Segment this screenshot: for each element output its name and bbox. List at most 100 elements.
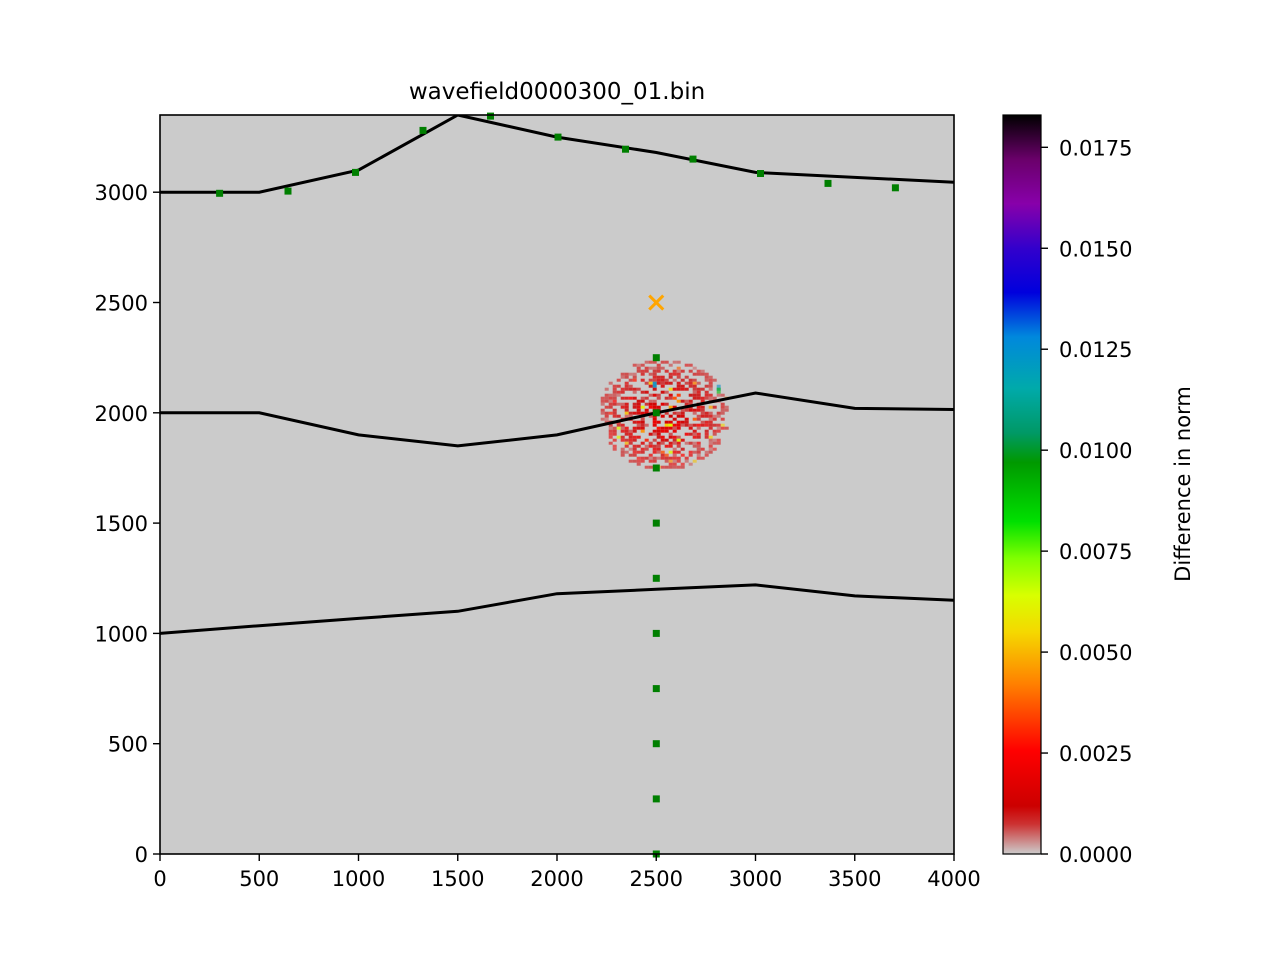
anomaly-cell: [624, 381, 629, 385]
anomaly-cell: [656, 444, 661, 448]
anomaly-cell: [620, 375, 625, 379]
anomaly-cell: [648, 378, 653, 382]
anomaly-cell: [676, 411, 681, 415]
anomaly-cell: [652, 429, 657, 433]
anomaly-cell: [680, 378, 685, 382]
anomaly-cell: [684, 363, 689, 367]
anomaly-cell: [644, 366, 649, 370]
anomaly-cell: [680, 438, 685, 442]
anomaly-cell: [676, 450, 681, 454]
anomaly-cell: [700, 405, 705, 409]
anomaly-cell: [640, 405, 645, 409]
anomaly-cell: [708, 420, 713, 424]
anomaly-cell: [692, 366, 697, 370]
anomaly-cell: [660, 429, 665, 433]
anomaly-cell: [652, 450, 657, 454]
anomaly-cell: [620, 429, 625, 433]
anomaly-cell: [708, 447, 713, 451]
anomaly-cell: [648, 372, 653, 376]
anomaly-cell: [676, 423, 681, 427]
anomaly-cell: [692, 390, 697, 394]
anomaly-cell: [648, 441, 653, 445]
anomaly-cell: [656, 366, 661, 370]
anomaly-cell: [636, 426, 641, 430]
anomaly-cell: [668, 432, 673, 436]
anomaly-cell: [636, 456, 641, 460]
anomaly-cell: [612, 384, 617, 388]
anomaly-cell: [688, 393, 693, 397]
anomaly-cell: [660, 456, 665, 460]
interface-line: [160, 583, 954, 635]
anomaly-cell: [680, 408, 685, 412]
anomaly-cell: [620, 390, 625, 394]
anomaly-cell: [656, 420, 661, 424]
anomaly-cell: [612, 396, 617, 400]
anomaly-cell: [708, 450, 713, 454]
anomaly-cell: [656, 432, 661, 436]
anomaly-cell: [692, 417, 697, 421]
anomaly-cell: [708, 381, 713, 385]
anomaly-cell: [664, 429, 669, 433]
anomaly-cell: [632, 411, 637, 415]
anomaly-cell: [648, 360, 653, 364]
anomaly-cell: [624, 375, 629, 379]
anomaly-cell: [644, 408, 649, 412]
anomaly-cell: [680, 384, 685, 388]
anomaly-cell: [632, 429, 637, 433]
anomaly-cell: [680, 420, 685, 424]
anomaly-cell: [664, 465, 669, 469]
anomaly-cell: [652, 366, 657, 370]
anomaly-cell: [612, 399, 617, 403]
anomaly-cell: [660, 450, 665, 454]
anomaly-cell: [676, 393, 681, 397]
anomaly-cell: [696, 435, 701, 439]
chart-title: wavefield0000300_01.bin: [409, 79, 705, 105]
anomaly-cell: [620, 453, 625, 457]
anomaly-cell: [652, 444, 657, 448]
x-tick-label: 3500: [828, 867, 881, 891]
anomaly-cell: [692, 432, 697, 436]
anomaly-cell: [704, 450, 709, 454]
anomaly-cell: [676, 435, 681, 439]
anomaly-cell: [704, 435, 709, 439]
anomaly-cell: [688, 384, 693, 388]
anomaly-cell: [704, 411, 709, 415]
anomaly-cell: [676, 465, 681, 469]
anomaly-cell: [724, 426, 729, 430]
anomaly-cell: [612, 408, 617, 412]
anomaly-cell: [712, 414, 717, 418]
anomaly-cell: [648, 465, 653, 469]
anomaly-cell: [720, 393, 725, 397]
anomaly-cell: [716, 387, 721, 394]
anomaly-cell: [672, 447, 677, 451]
anomaly-cell: [632, 447, 637, 451]
anomaly-cell: [648, 381, 653, 385]
anomaly-cell: [708, 417, 713, 421]
anomaly-cell: [628, 414, 633, 418]
receiver-point: [891, 184, 899, 192]
anomaly-cell: [604, 399, 609, 403]
anomaly-cell: [656, 369, 661, 373]
colorbar-label: Difference in norm: [1171, 386, 1195, 582]
anomaly-cell: [716, 441, 721, 445]
anomaly-cell: [664, 420, 669, 424]
anomaly-cell: [672, 441, 677, 445]
anomaly-cell: [652, 417, 657, 421]
anomaly-cell: [660, 390, 665, 394]
anomaly-cell: [640, 369, 645, 373]
anomaly-cell: [716, 411, 721, 415]
anomaly-cell: [704, 390, 709, 394]
anomaly-cell: [668, 381, 673, 385]
anomaly-cell: [672, 465, 677, 469]
anomaly-cell: [696, 417, 701, 421]
anomaly-cell: [656, 435, 661, 439]
anomaly-cell: [708, 438, 713, 442]
anomaly-cell: [684, 459, 689, 463]
anomaly-cell: [660, 438, 665, 442]
anomaly-cell: [680, 414, 685, 418]
anomaly-cell: [684, 420, 689, 424]
anomaly-cell: [708, 387, 713, 391]
anomaly-cell: [628, 384, 633, 388]
anomaly-cell: [600, 402, 605, 406]
